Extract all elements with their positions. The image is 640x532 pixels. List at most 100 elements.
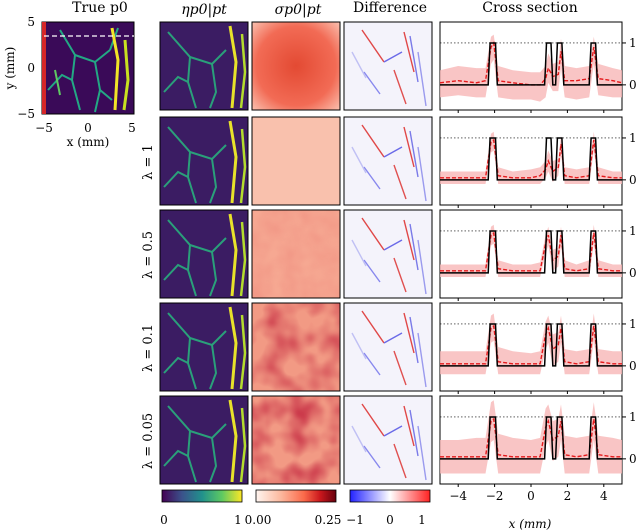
ytick-label: 0 — [629, 452, 637, 466]
ytick-label: 0 — [629, 173, 637, 187]
cross-section-panel: 01 — [439, 302, 637, 394]
colorbar-tick: 1 — [418, 513, 426, 527]
image-grid — [159, 21, 433, 485]
xtick-label: −5 — [35, 121, 53, 135]
xtick-label: 0 — [84, 121, 92, 135]
eta-bright-vessel — [239, 221, 247, 297]
x-axis-label: x (mm) — [67, 135, 110, 149]
ytick-label: 1 — [629, 410, 637, 424]
eta-bright-vessel — [239, 128, 247, 204]
sigma-frame — [251, 209, 341, 299]
uncertainty-band — [440, 400, 622, 474]
row-label: λ = 0.1 — [141, 324, 156, 372]
cross-section-xtick-label: −4 — [449, 489, 467, 503]
colorbar-tick: 0.00 — [245, 513, 272, 527]
difference-image — [343, 21, 433, 111]
eta-bright-vessel — [239, 314, 247, 390]
ytick-label: 1 — [629, 224, 637, 238]
difference-streaks — [351, 310, 427, 388]
xtick-label: 5 — [128, 121, 136, 135]
cross-section-xtick-label: 2 — [564, 489, 572, 503]
y-axis-label: y (mm) — [3, 47, 17, 91]
ytick-label: 1 — [629, 317, 637, 331]
cross-section-xtick-label: 4 — [600, 489, 608, 503]
ytick-label: −5 — [17, 107, 35, 121]
eta-bright-vessel — [228, 213, 238, 297]
difference-image — [343, 302, 433, 392]
ytick-label: 1 — [629, 131, 637, 145]
sigma-frame — [251, 302, 341, 392]
row-label: λ = 0.5 — [141, 231, 156, 279]
cross-section-x-axis: x (mm) −4 −2 0 2 4 — [449, 489, 608, 531]
eta-vessels — [163, 405, 227, 483]
cross-section-xtick-label: −2 — [486, 489, 504, 503]
eta-bright-vessel — [239, 407, 247, 483]
uncertainty-band — [440, 313, 622, 375]
difference-streaks — [351, 217, 427, 295]
sigma-image — [251, 21, 341, 111]
colorbar-tick: 1 — [234, 513, 242, 527]
uncertainty-band — [440, 131, 622, 184]
colorbar-tick: 0 — [386, 513, 394, 527]
ytick-label: 0 — [629, 266, 637, 280]
difference-image — [343, 395, 433, 485]
colorbar-tick: 0.25 — [315, 513, 342, 527]
sigma-texture — [252, 210, 340, 298]
eta-vessels — [163, 126, 227, 204]
eta-bright-vessel — [228, 120, 238, 204]
plot-frame — [439, 209, 623, 299]
header-difference: Difference — [353, 0, 427, 16]
sigma-image — [251, 116, 341, 206]
ytick-label: 1 — [629, 36, 637, 50]
eta-bright-vessel — [228, 25, 238, 109]
cross-section-xlabel: x (mm) — [509, 517, 552, 531]
true-p0-panel: 5 0 −5 y (mm) −5 0 5 x (mm) — [3, 15, 136, 149]
posterior-mean-line — [440, 324, 622, 365]
eta-vessels — [163, 312, 227, 390]
colorbar-sigma: 0.00 0.25 — [245, 489, 342, 527]
eta-vessels — [163, 31, 227, 109]
uncertainty-band — [440, 224, 622, 277]
colorbar-tick: −1 — [346, 513, 364, 527]
cross-section-panel: 01 — [439, 395, 637, 487]
posterior-mean-line — [439, 41, 623, 86]
eta-bright-vessel — [228, 399, 238, 483]
difference-streaks — [351, 124, 427, 202]
cross-section-xtick-label: 0 — [527, 489, 535, 503]
row-label: λ = 1 — [141, 144, 156, 180]
eta-bright-vessel — [228, 306, 238, 390]
difference-streaks — [351, 403, 427, 481]
ground-truth-line — [440, 137, 622, 181]
ytick-label: 5 — [27, 15, 35, 29]
ground-truth-line — [440, 230, 622, 274]
sigma-frame — [251, 395, 341, 485]
header-eta: ηp0|pt — [181, 2, 227, 18]
sigma-texture — [252, 396, 340, 484]
header-cross-section: Cross section — [482, 0, 578, 16]
cross-section-panel: 01 — [439, 116, 637, 208]
difference-image — [343, 116, 433, 206]
ytick-label: 0 — [629, 359, 637, 373]
posterior-mean-line — [440, 231, 622, 272]
header-true-p0: True p0 — [72, 0, 128, 16]
difference-image — [343, 209, 433, 299]
colorbar-tick: 0 — [160, 513, 168, 527]
ground-truth-line — [440, 42, 622, 86]
sigma-texture — [252, 303, 340, 391]
colorbar-difference: −1 0 1 — [346, 489, 431, 527]
row-label: λ = 0.05 — [141, 413, 156, 469]
difference-streaks — [351, 29, 427, 107]
vessel-pattern — [47, 27, 119, 113]
posterior-mean-line — [440, 417, 622, 458]
cross-section-panel: 01 — [439, 21, 637, 113]
ground-truth-line — [440, 416, 622, 460]
ytick-label: 0 — [27, 61, 35, 75]
ytick-label: 0 — [629, 78, 637, 92]
ground-truth-line — [440, 323, 622, 367]
header-sigma: σp0|pt — [275, 2, 322, 18]
cross-section-panel: 01 — [439, 209, 637, 301]
colorbar-eta: 0 1 — [160, 489, 243, 527]
plot-frame — [439, 116, 623, 206]
